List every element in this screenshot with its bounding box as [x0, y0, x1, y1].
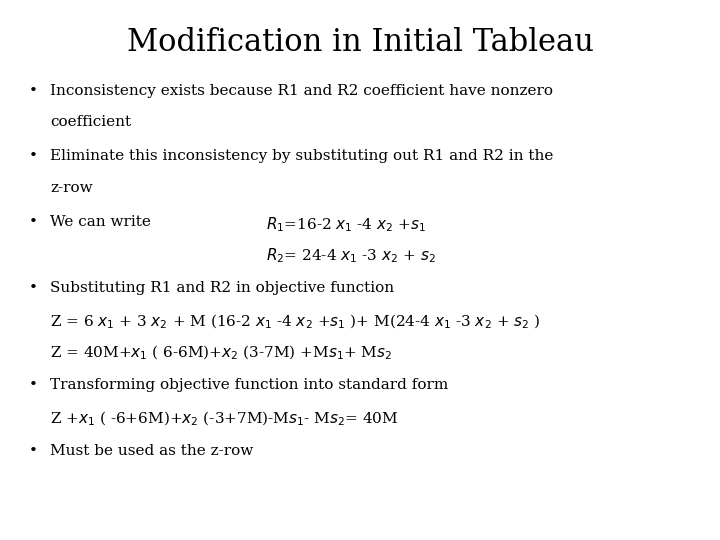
- Text: Substituting R1 and R2 in objective function: Substituting R1 and R2 in objective func…: [50, 281, 395, 295]
- Text: Eliminate this inconsistency by substituting out R1 and R2 in the: Eliminate this inconsistency by substitu…: [50, 150, 554, 164]
- Text: Z = 6 $x_1$ + 3 $x_2$ + M (16-2 $x_1$ -4 $x_2$ +$s_1$ )+ M(24-4 $x_1$ -3 $x_2$ +: Z = 6 $x_1$ + 3 $x_2$ + M (16-2 $x_1$ -4…: [50, 312, 541, 330]
- Text: Transforming objective function into standard form: Transforming objective function into sta…: [50, 378, 449, 392]
- Text: •: •: [29, 84, 37, 98]
- Text: •: •: [29, 215, 37, 230]
- Text: Must be used as the z-row: Must be used as the z-row: [50, 444, 253, 458]
- Text: Inconsistency exists because R1 and R2 coefficient have nonzero: Inconsistency exists because R1 and R2 c…: [50, 84, 554, 98]
- Text: Modification in Initial Tableau: Modification in Initial Tableau: [127, 27, 593, 58]
- Text: $R_1$=16-2 $x_1$ -4 $x_2$ +$s_1$: $R_1$=16-2 $x_1$ -4 $x_2$ +$s_1$: [266, 215, 426, 234]
- Text: •: •: [29, 378, 37, 392]
- Text: We can write: We can write: [50, 215, 151, 230]
- Text: coefficient: coefficient: [50, 115, 132, 129]
- Text: z-row: z-row: [50, 181, 93, 195]
- Text: •: •: [29, 150, 37, 164]
- Text: Z = 40M+$x_1$ ( 6-6M)+$x_2$ (3-7M) +M$s_1$+ M$s_2$: Z = 40M+$x_1$ ( 6-6M)+$x_2$ (3-7M) +M$s_…: [50, 343, 392, 362]
- Text: •: •: [29, 281, 37, 295]
- Text: Z +$x_1$ ( -6+6M)+$x_2$ (-3+7M)-M$s_1$- M$s_2$= 40M: Z +$x_1$ ( -6+6M)+$x_2$ (-3+7M)-M$s_1$- …: [50, 409, 399, 428]
- Text: •: •: [29, 444, 37, 458]
- Text: $R_2$= 24-4 $x_1$ -3 $x_2$ + $s_2$: $R_2$= 24-4 $x_1$ -3 $x_2$ + $s_2$: [266, 247, 436, 265]
